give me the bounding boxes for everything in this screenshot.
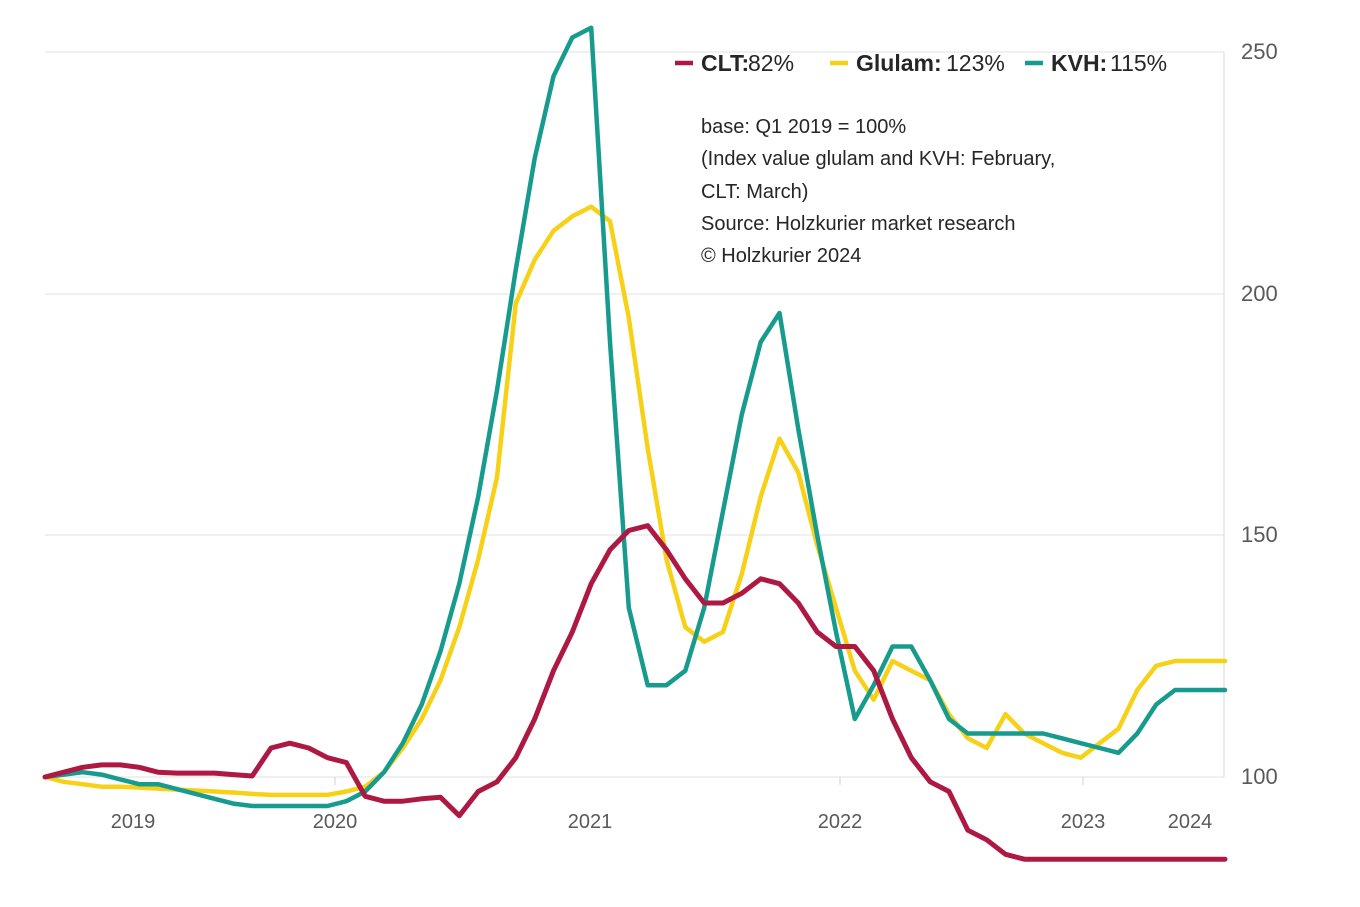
svg-text:2024: 2024 (1168, 811, 1213, 833)
svg-text:250: 250 (1241, 39, 1278, 64)
svg-text:2019: 2019 (111, 811, 156, 833)
svg-text:2021: 2021 (568, 811, 613, 833)
svg-text:123%: 123% (946, 50, 1005, 76)
svg-text:100: 100 (1241, 764, 1278, 789)
svg-text:CLT: March): CLT: March) (701, 181, 808, 203)
svg-text:2020: 2020 (313, 811, 358, 833)
svg-text:KVH:: KVH: (1051, 50, 1107, 76)
svg-text:150: 150 (1241, 522, 1278, 547)
svg-text:2022: 2022 (818, 811, 863, 833)
svg-text:115%: 115% (1110, 50, 1167, 76)
svg-text:base: Q1 2019 = 100%: base: Q1 2019 = 100% (701, 116, 906, 138)
svg-text:82%: 82% (748, 50, 794, 76)
svg-text:© Holzkurier 2024: © Holzkurier 2024 (701, 245, 861, 267)
svg-text:200: 200 (1241, 281, 1278, 306)
svg-text:2023: 2023 (1061, 811, 1106, 833)
svg-text:Source: Holzkurier market rese: Source: Holzkurier market research (701, 213, 1016, 235)
svg-text:(Index value glulam and KVH: F: (Index value glulam and KVH: February, (701, 148, 1055, 170)
svg-text:CLT:: CLT: (701, 50, 749, 76)
svg-text:Glulam:: Glulam: (856, 50, 942, 76)
